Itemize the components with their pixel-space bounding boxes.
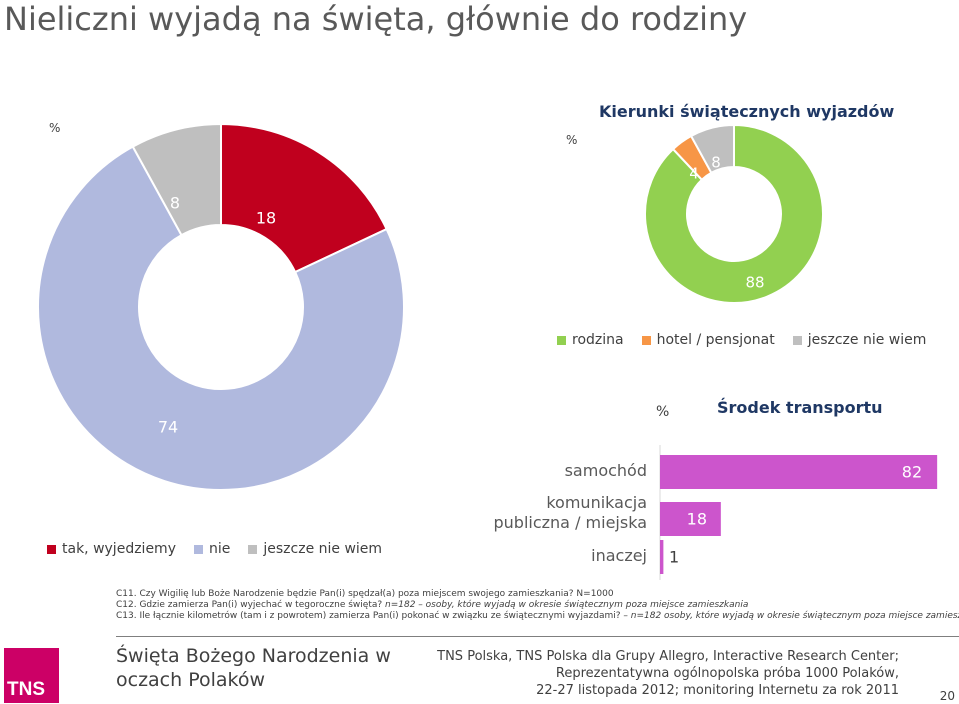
page-number: 20 bbox=[939, 689, 955, 703]
legend1-swatch bbox=[47, 544, 56, 554]
legend2-item-2: jeszcze nie wiem bbox=[792, 332, 927, 348]
legend1-item-2: jeszcze nie wiem bbox=[248, 541, 382, 557]
legend-travel: tak, wyjedziemy nie jeszcze nie wiem bbox=[47, 541, 400, 557]
bar-chart-transport: 82 18 1 bbox=[659, 445, 938, 580]
footer-info-line: Reprezentatywna ogólnopolska próba 1000 … bbox=[555, 666, 899, 681]
tns-logo: TNS bbox=[4, 648, 59, 703]
legend1-item-0: tak, wyjedziemy bbox=[47, 541, 176, 557]
footnote-c12: C12. Gdzie zamierza Pan(i) wyjechać w te… bbox=[116, 600, 749, 610]
footer-info: TNS Polska, TNS Polska dla Grupy Allegro… bbox=[437, 648, 899, 699]
chart1-unit-label: % bbox=[49, 121, 61, 135]
legend2-item-0: rodzina bbox=[557, 332, 624, 348]
bar-data-label: 18 bbox=[687, 510, 707, 529]
footnote-c11: C11. Czy Wigilię lub Boże Narodzenie będ… bbox=[116, 589, 614, 599]
donut1-data-label: 74 bbox=[158, 418, 178, 437]
footer-title: Święta Bożego Narodzenia w oczach Polakó… bbox=[116, 645, 391, 691]
legend2-swatch bbox=[641, 335, 651, 345]
legend2-swatch bbox=[557, 335, 566, 345]
legend2-swatch bbox=[792, 335, 802, 345]
donut2-slice-2 bbox=[689, 123, 735, 175]
legend1-label: nie bbox=[208, 541, 231, 557]
bar-data-label: 1 bbox=[669, 548, 679, 567]
bar-category-label-2: inaczej bbox=[591, 546, 647, 565]
footer-info-line: 22-27 listopada 2012; monitoring Interne… bbox=[536, 683, 899, 698]
legend1-item-1: nie bbox=[193, 541, 231, 557]
bar-category-label-1: komunikacja publiczna / miejska bbox=[493, 493, 648, 532]
donut2-slice-0 bbox=[644, 123, 824, 304]
footer-info-line: TNS Polska, TNS Polska dla Grupy Allegro… bbox=[437, 649, 899, 664]
bar-category-label-0: samochód bbox=[564, 461, 647, 480]
footnotes: C11. Czy Wigilię lub Boże Narodzenie będ… bbox=[116, 589, 959, 622]
bar-0 bbox=[660, 455, 938, 489]
donut2-data-label: 4 bbox=[689, 165, 699, 183]
legend1-label: jeszcze nie wiem bbox=[263, 541, 383, 557]
donut1-slice-0 bbox=[220, 122, 388, 274]
footnote-c13: C13. Ile łącznie kilometrów (tam i z pow… bbox=[116, 611, 959, 621]
donut-chart-destinations: 88 48 bbox=[644, 123, 824, 304]
chart3-unit-label: % bbox=[656, 404, 670, 420]
legend2-item-1: hotel / pensjonat bbox=[641, 332, 775, 348]
footer-divider bbox=[116, 636, 959, 637]
legend1-swatch bbox=[248, 544, 258, 554]
donut1-data-label: 18 bbox=[256, 209, 276, 228]
donut1-slice-2 bbox=[131, 122, 222, 237]
page-title: Nieliczni wyjadą na święta, głównie do r… bbox=[4, 0, 748, 38]
donut-chart-travel: 18 74 8 bbox=[37, 122, 405, 491]
legend2-label: rodzina bbox=[572, 332, 624, 348]
donut1-slice-1 bbox=[37, 145, 405, 491]
bar-2 bbox=[660, 540, 664, 574]
legend2-label: hotel / pensjonat bbox=[656, 332, 775, 348]
legend1-label: tak, wyjedziemy bbox=[62, 541, 176, 557]
chart2-unit-label: % bbox=[566, 133, 578, 147]
legend2-label: jeszcze nie wiem bbox=[807, 332, 927, 348]
bar-data-label: 82 bbox=[902, 463, 922, 482]
donut1-data-label: 8 bbox=[170, 194, 180, 213]
donut2-data-label: 88 bbox=[745, 274, 764, 292]
bar-1 bbox=[660, 502, 721, 536]
legend1-swatch bbox=[193, 544, 203, 554]
legend-destinations: rodzina hotel / pensjonat jeszcze nie wiem bbox=[557, 332, 944, 348]
chart3-title: Środek transportu bbox=[717, 398, 883, 417]
chart2-title: Kierunki świątecznych wyjazdów bbox=[599, 102, 895, 121]
donut2-data-label: 8 bbox=[711, 154, 721, 172]
